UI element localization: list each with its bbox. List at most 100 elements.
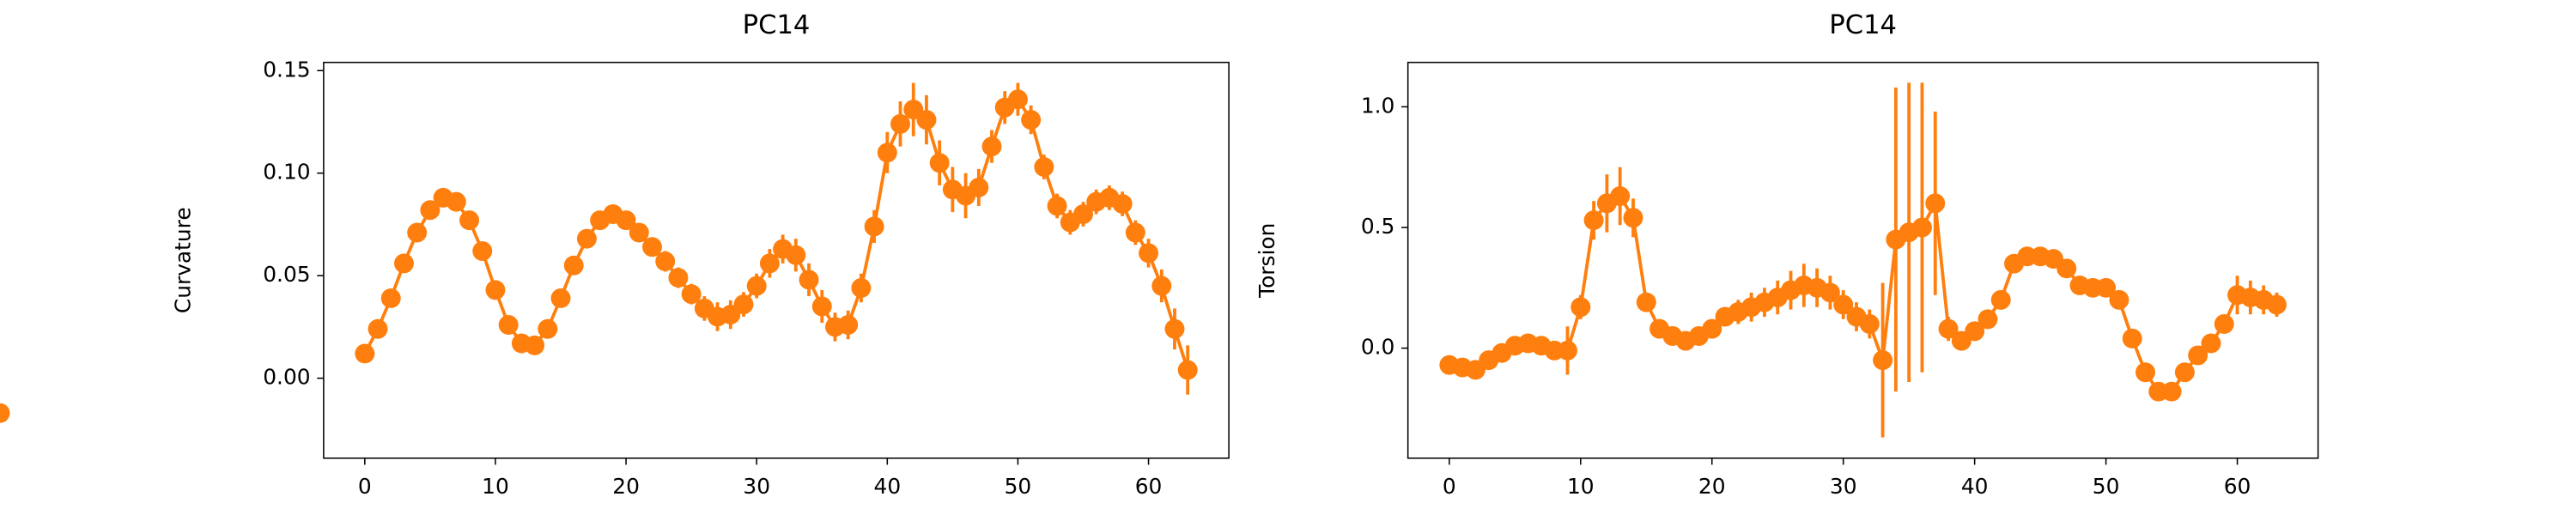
data-point [2266, 294, 2287, 315]
data-point [446, 191, 466, 212]
data-point [2161, 381, 2182, 402]
data-point [393, 253, 414, 274]
data-point [616, 210, 636, 231]
chart-title: PC14 [743, 10, 811, 40]
data-point [655, 251, 676, 271]
data-point [877, 142, 897, 163]
data-point [864, 216, 884, 237]
data-point [498, 315, 519, 335]
data-point [2214, 313, 2234, 334]
data-point [811, 296, 832, 317]
x-tick-label: 0 [358, 474, 372, 499]
data-point [368, 318, 388, 339]
x-tick-label: 40 [1961, 474, 1989, 499]
y-tick-label: 0.05 [263, 262, 310, 287]
data-point [1859, 313, 1880, 334]
y-tick-label: 0.5 [1361, 214, 1395, 239]
data-point [1702, 318, 1722, 339]
x-tick-label: 40 [874, 474, 902, 499]
data-point [681, 284, 702, 305]
data-point [1125, 222, 1145, 243]
data-point [1911, 217, 1932, 238]
data-point [1007, 89, 1028, 110]
data-point [576, 228, 597, 249]
data-point [759, 253, 780, 274]
data-point [563, 255, 584, 276]
x-tick-label: 10 [1567, 474, 1595, 499]
data-point [1164, 318, 1185, 339]
data-point [1820, 282, 1840, 303]
data-point [1610, 185, 1631, 206]
data-point [2188, 345, 2208, 366]
data-point [1177, 360, 1198, 380]
data-point [1034, 157, 1054, 178]
plot-frame [1406, 61, 2319, 459]
data-point [2174, 362, 2195, 383]
data-point [2057, 258, 2077, 279]
x-tick-label: 60 [2224, 474, 2251, 499]
data-point [1965, 321, 1985, 342]
data-point [969, 177, 989, 197]
y-tick-label: 0.00 [263, 365, 310, 390]
x-tick-label: 0 [1443, 474, 1456, 499]
x-tick-label: 60 [1135, 474, 1163, 499]
data-point [1558, 340, 1577, 360]
plot-frame [323, 61, 1230, 459]
y-tick-label: 0.10 [263, 160, 310, 185]
data-point [485, 280, 506, 300]
data-point [355, 343, 375, 364]
data-point [2201, 333, 2221, 354]
x-tick-label: 30 [743, 474, 770, 499]
data-point [1021, 110, 1042, 130]
data-point [1583, 210, 1604, 231]
data-point [459, 210, 480, 231]
data-point [786, 245, 806, 265]
data-point [1047, 196, 1067, 216]
data-point [1571, 297, 1591, 318]
data-point [1938, 318, 1959, 339]
data-point [1151, 276, 1172, 296]
data-point [1833, 294, 1854, 315]
data-point [550, 288, 571, 308]
data-point [1139, 243, 1159, 264]
data-point [746, 276, 767, 296]
y-axis-label: Torsion [1255, 223, 1279, 299]
data-point [668, 268, 689, 288]
data-point [2122, 328, 2142, 348]
data-point [2096, 277, 2117, 298]
y-tick-label: 0.0 [1361, 335, 1395, 360]
data-point [851, 278, 872, 298]
data-point [0, 403, 10, 423]
data-point [981, 136, 1002, 157]
chart-title: PC14 [1829, 10, 1897, 40]
data-point [2136, 362, 2155, 383]
x-tick-label: 20 [1698, 474, 1726, 499]
data-point [1636, 292, 1656, 312]
data-point [538, 318, 558, 339]
data-point [2109, 289, 2129, 310]
data-point [1073, 204, 1093, 224]
data-point [642, 237, 662, 258]
data-point [1978, 309, 1998, 330]
data-point [1112, 194, 1133, 215]
data-point [916, 110, 937, 130]
x-tick-label: 50 [1005, 474, 1032, 499]
series-line [1449, 193, 2278, 394]
data-point [1990, 289, 2011, 310]
data-point [929, 153, 950, 173]
x-tick-label: 50 [2093, 474, 2120, 499]
data-point [525, 335, 545, 355]
data-point [890, 113, 911, 134]
data-point [420, 200, 440, 221]
data-point [838, 315, 859, 335]
data-point [629, 222, 649, 243]
series-line [363, 97, 1190, 371]
x-tick-label: 10 [482, 474, 509, 499]
x-tick-label: 20 [612, 474, 640, 499]
data-point [1925, 193, 1946, 214]
y-tick-label: 0.15 [263, 57, 310, 82]
data-point [1873, 350, 1893, 371]
data-point [733, 294, 754, 315]
